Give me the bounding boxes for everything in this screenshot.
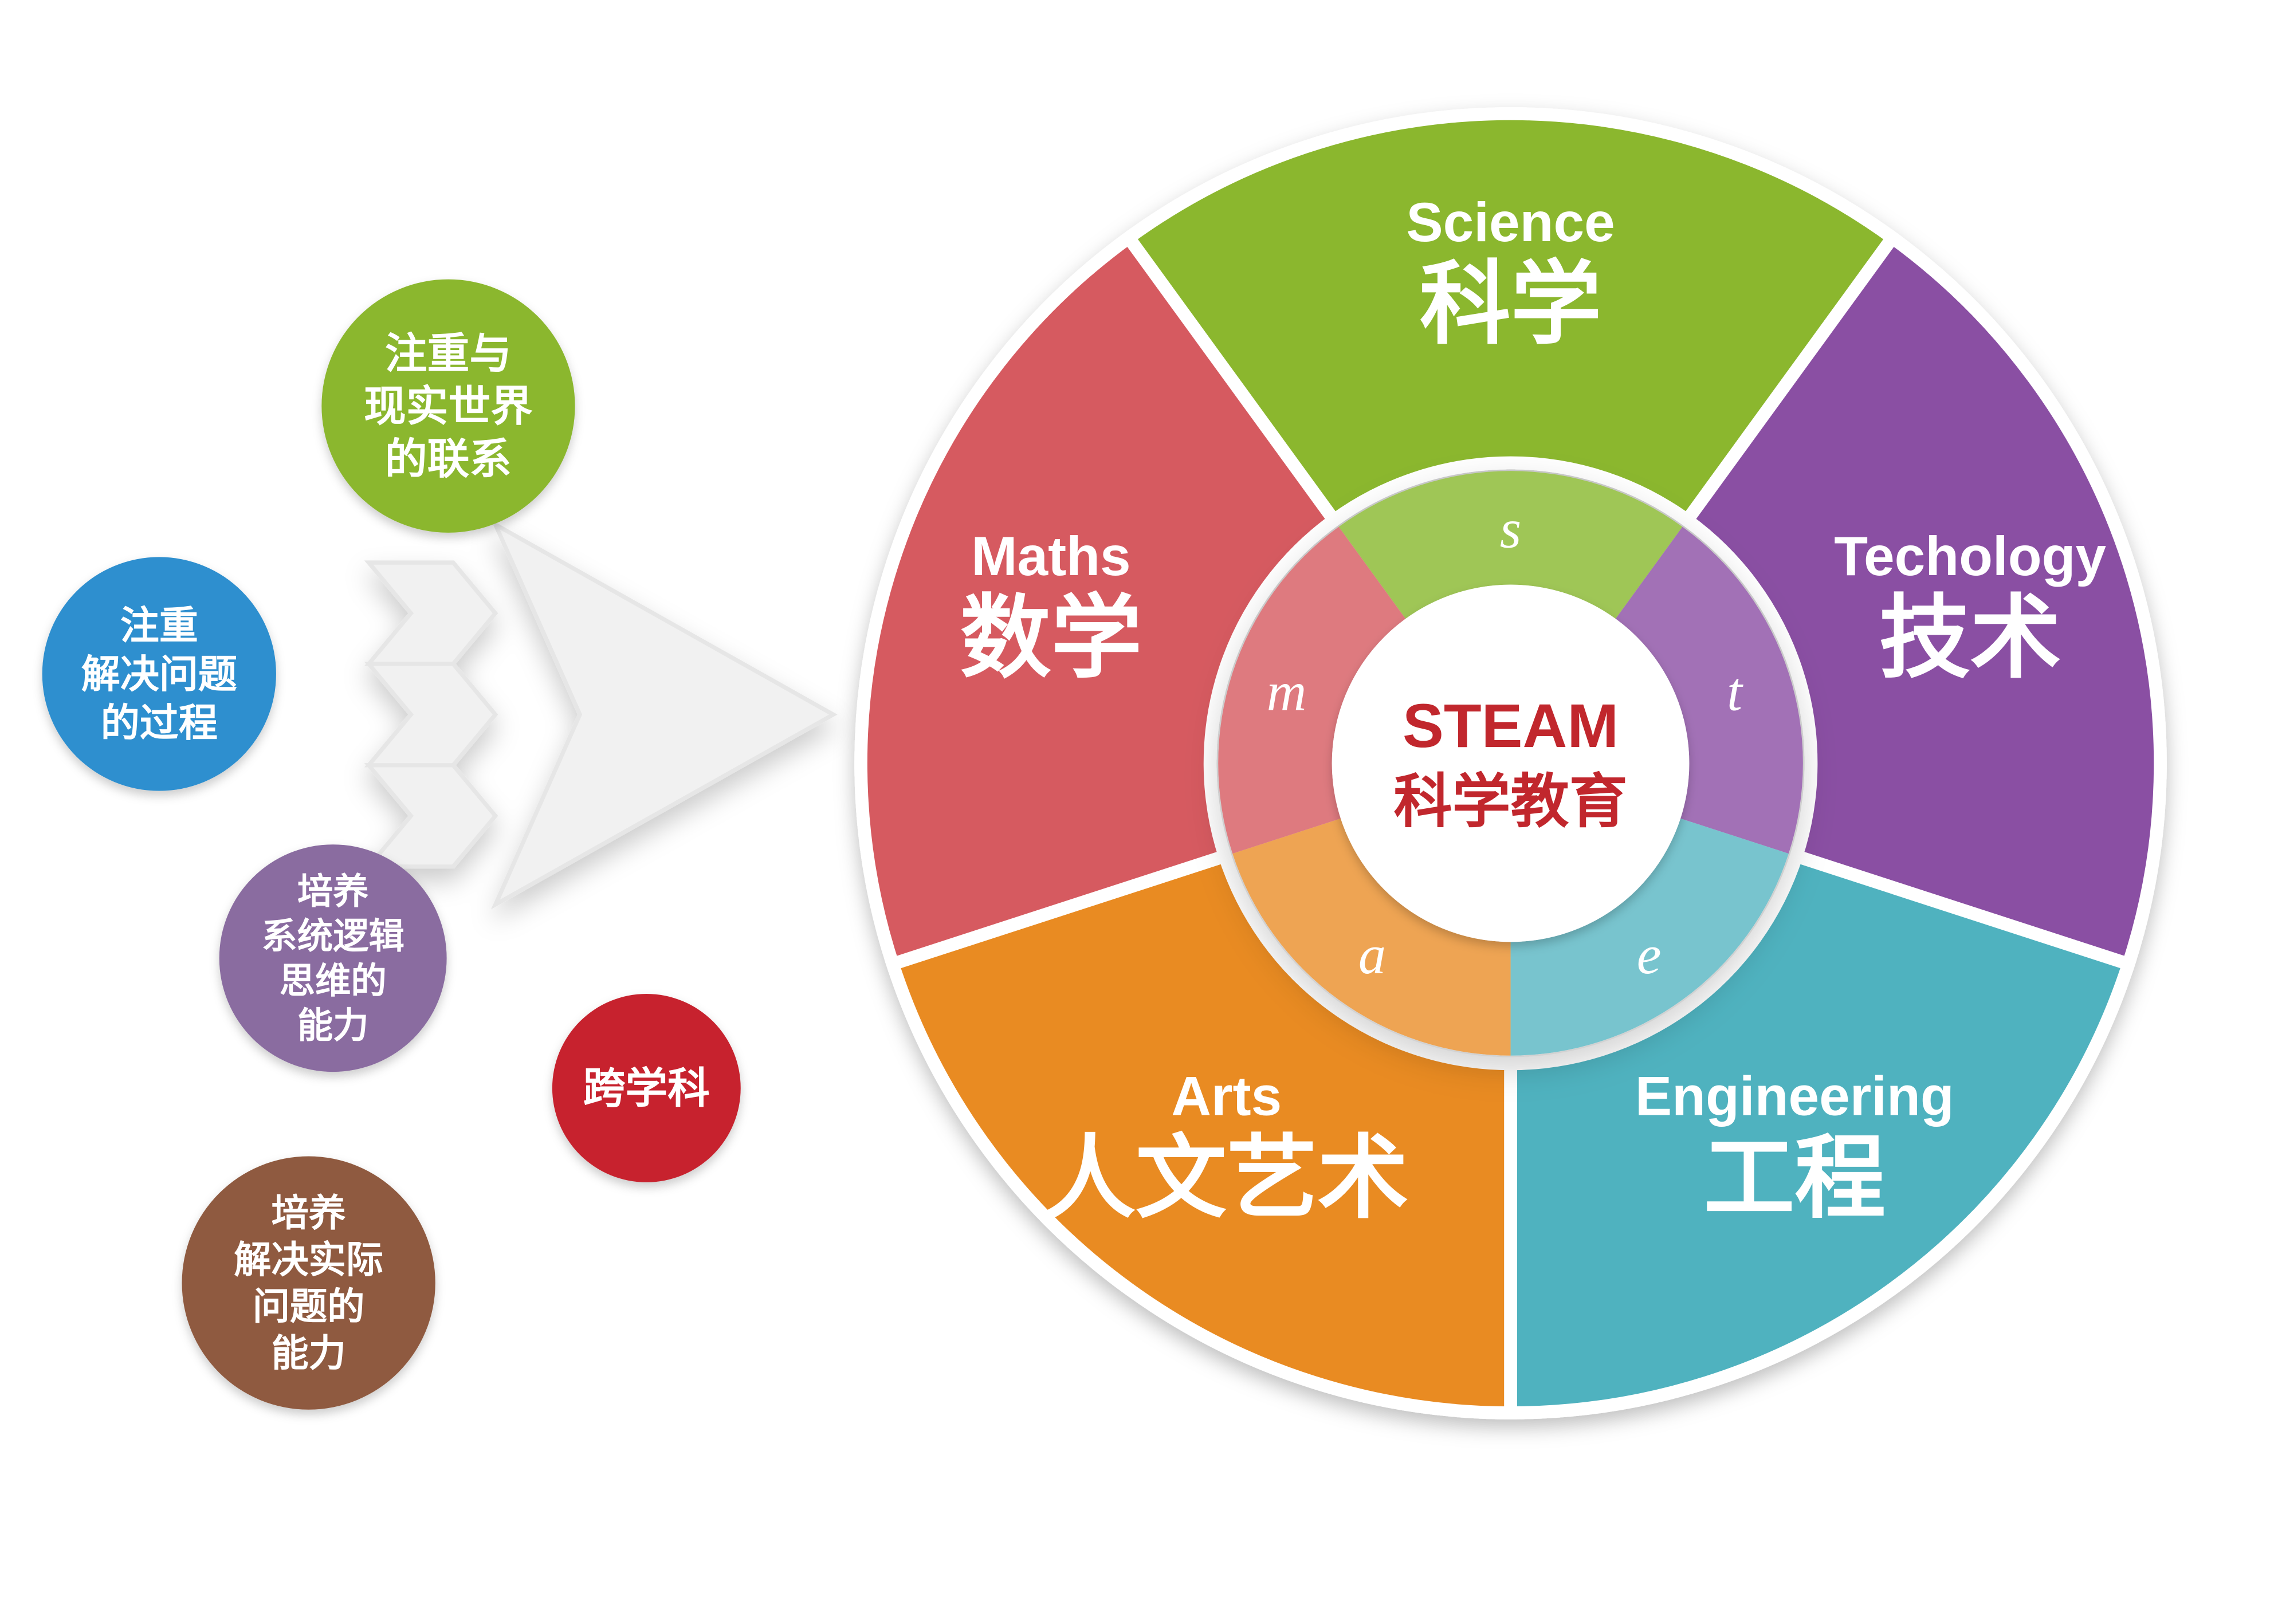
bubble-practical-problem-line-0: 培养	[271, 1192, 345, 1234]
bubble-reality-link: 注重与现实世界的联系	[321, 280, 575, 533]
bubble-practical-problem-line-2: 问题的	[253, 1285, 365, 1327]
inner-letter-technology: t	[1727, 660, 1743, 722]
center-title: STEAM	[1403, 691, 1619, 760]
bubble-logic-thinking-line-1: 系统逻辑	[261, 917, 404, 956]
segment-en-engineering: Engineering	[1635, 1066, 1954, 1127]
segment-cn-science: 科学	[1420, 253, 1602, 355]
steam-infographic: Science科学 s Techology技术 t Engineering工程 e Arts…	[0, 0, 2274, 1624]
bubble-problem-process-line-2: 的过程	[101, 701, 218, 745]
segment-cn-technology: 技术	[1879, 587, 2061, 689]
inner-letter-science: s	[1500, 498, 1522, 559]
bubble-logic-thinking-line-3: 能力	[297, 1006, 369, 1045]
segment-cn-arts: 人文艺术	[1044, 1127, 1408, 1229]
segment-cn-maths: 数学	[960, 587, 1142, 689]
segment-cn-engineering: 工程	[1704, 1127, 1886, 1229]
bubble-logic-thinking-line-2: 思维的	[280, 961, 387, 1001]
bubble-reality-link-line-2: 的联系	[385, 435, 512, 483]
steam-wheel: Science科学 s Techology技术 t Engineering工程 e Arts…	[861, 113, 2161, 1413]
bubble-logic-thinking: 培养系统逻辑思维的能力	[219, 844, 447, 1072]
segment-en-technology: Techology	[1834, 526, 2106, 587]
bubble-practical-problem-line-1: 解决实际	[234, 1239, 383, 1281]
bubble-reality-link-line-1: 现实世界	[364, 383, 533, 430]
diagram-root: Science科学 s Techology技术 t Engineering工程 e Arts…	[0, 0, 2274, 1624]
segment-en-maths: Maths	[971, 526, 1130, 587]
bubble-problem-process: 注重解决问题的过程	[42, 557, 276, 791]
inner-letter-arts: a	[1358, 924, 1386, 985]
bubble-practical-problem: 培养解决实际问题的能力	[182, 1157, 435, 1410]
center-circle	[1332, 585, 1690, 942]
segment-en-science: Science	[1406, 192, 1615, 253]
bubble-problem-process-line-1: 解决问题	[81, 652, 237, 696]
bubble-logic-thinking-line-0: 培养	[297, 872, 369, 912]
arrow-icon	[369, 525, 834, 905]
center-subtitle: 科学教育	[1393, 769, 1627, 835]
bubble-problem-process-line-0: 注重	[120, 604, 198, 647]
bubble-practical-problem-line-3: 能力	[271, 1332, 345, 1374]
segment-en-arts: Arts	[1171, 1066, 1282, 1127]
bubble-cross-discipline: 跨学科	[552, 994, 741, 1182]
bubble-reality-link-line-0: 注重与	[385, 329, 512, 377]
inner-letter-engineering: e	[1637, 924, 1662, 985]
bubble-cross-discipline-line-0: 跨学科	[583, 1064, 710, 1112]
inner-letter-maths: m	[1267, 660, 1307, 722]
